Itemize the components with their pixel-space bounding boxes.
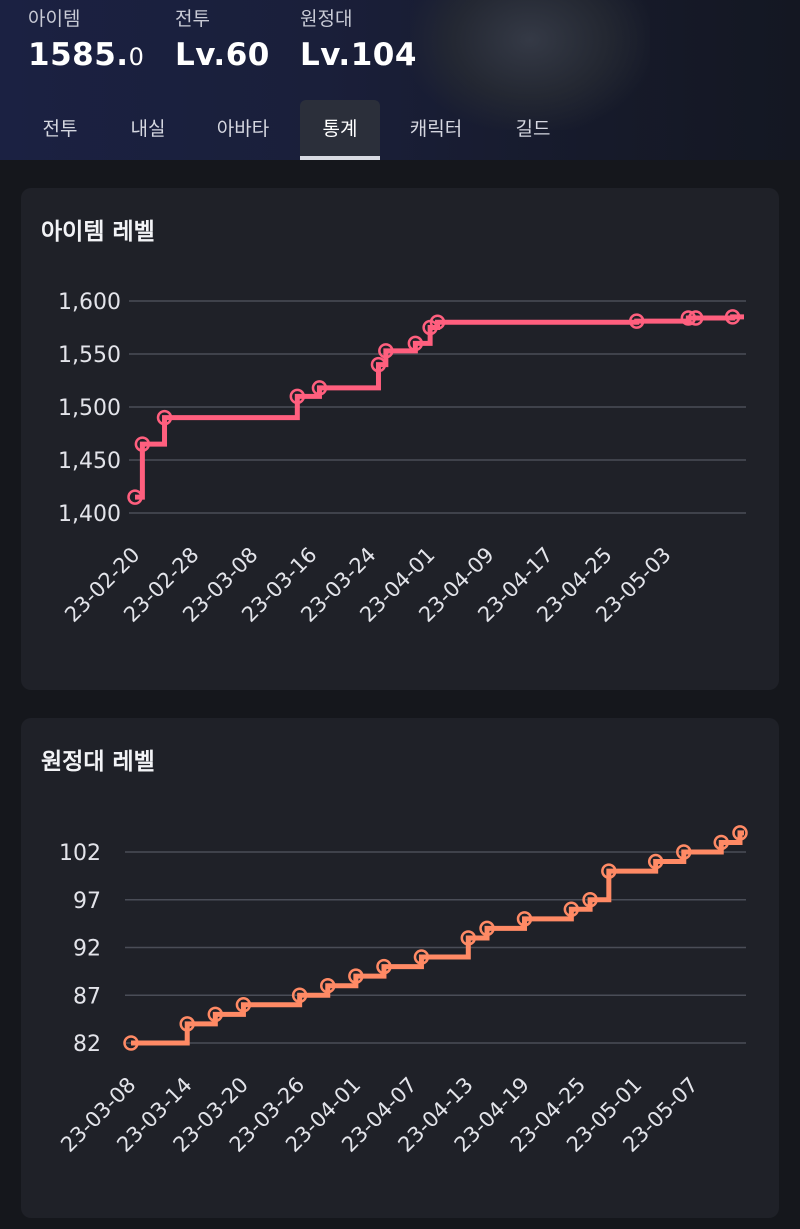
item-level-stat: 아이템 1585.0: [28, 4, 144, 73]
data-point[interactable]: [460, 930, 477, 946]
data-point[interactable]: [179, 1016, 195, 1032]
combat-level-stat: 전투 Lv.60: [175, 4, 270, 73]
data-point[interactable]: [134, 436, 151, 452]
data-point[interactable]: [311, 380, 328, 396]
y-tick-label: 102: [59, 841, 101, 866]
data-point[interactable]: [370, 356, 387, 373]
data-point[interactable]: [291, 987, 308, 1003]
data-point[interactable]: [687, 310, 704, 326]
data-point[interactable]: [376, 958, 392, 975]
data-point[interactable]: [732, 825, 748, 841]
data-point[interactable]: [582, 892, 598, 908]
y-tick-label: 1,500: [58, 396, 121, 421]
y-tick-label: 1,450: [58, 449, 121, 474]
item-level-chart-title: 아이템 레벨: [41, 219, 155, 245]
data-point[interactable]: [156, 409, 173, 426]
data-point[interactable]: [628, 313, 645, 329]
data-point[interactable]: [413, 949, 430, 965]
tab-characters[interactable]: 캐릭터: [409, 118, 463, 140]
data-point[interactable]: [378, 343, 394, 359]
data-point[interactable]: [235, 997, 252, 1013]
character-portrait: [410, 0, 650, 130]
y-tick-label: 87: [73, 984, 101, 1009]
data-point[interactable]: [320, 977, 336, 994]
y-tick-label: 92: [73, 937, 101, 962]
combat-level-label: 전투: [175, 8, 210, 30]
data-point[interactable]: [647, 853, 664, 870]
expedition-level-card: 원정대 레벨 82 87 92 97 102 23-03-08 23-03-14 23-03-…: [21, 718, 779, 1218]
data-point[interactable]: [724, 309, 741, 325]
data-point[interactable]: [289, 388, 306, 405]
data-point[interactable]: [713, 834, 730, 851]
data-point[interactable]: [348, 968, 364, 984]
data-point[interactable]: [563, 901, 580, 918]
data-point[interactable]: [479, 920, 495, 937]
y-tick-label: 1,600: [58, 290, 121, 315]
combat-level-value: Lv.60: [175, 37, 270, 73]
expedition-level-chart-title: 원정대 레벨: [41, 749, 155, 775]
y-tick-label: 1,400: [58, 502, 121, 527]
data-point[interactable]: [680, 310, 697, 326]
item-level-label: 아이템: [28, 8, 81, 30]
y-tick-label: 1,550: [58, 343, 121, 368]
y-tick-label: 97: [73, 889, 101, 914]
data-point[interactable]: [429, 314, 446, 330]
series-line: [131, 830, 744, 1046]
item-level-value: 1585.0: [28, 37, 145, 73]
data-point[interactable]: [123, 1035, 139, 1051]
profile-header: 아이템 1585.0 전투 Lv.60 원정대 Lv.104 전투 내실 아바타…: [0, 0, 800, 160]
y-tick-label: 82: [73, 1032, 101, 1057]
data-point[interactable]: [207, 1006, 224, 1023]
tab-statistics[interactable]: 통계: [300, 100, 380, 160]
tab-estate[interactable]: 내실: [130, 118, 166, 140]
tab-guild[interactable]: 길드: [515, 118, 551, 140]
expedition-level-chart: 8287929710223-03-0823-03-1423-03-2023-03…: [56, 825, 748, 1157]
expedition-level-value: Lv.104: [300, 37, 417, 73]
data-point[interactable]: [127, 489, 143, 505]
data-point[interactable]: [516, 911, 533, 927]
data-point[interactable]: [676, 844, 692, 860]
tab-avatar[interactable]: 아바타: [216, 118, 270, 140]
profile-tabs: 전투 내실 아바타 통계 캐릭터 길드: [0, 100, 800, 160]
tab-combat[interactable]: 전투: [42, 118, 78, 140]
item-level-chart: 1,4001,4501,5001,5501,60023-02-2023-02-2…: [58, 290, 746, 627]
data-point[interactable]: [601, 863, 617, 879]
expedition-level-label: 원정대: [300, 8, 353, 30]
item-level-card: 아이템 레벨 1,400 1,450 1,500 1,550 1,600 23-02-20…: [21, 188, 779, 690]
expedition-level-stat: 원정대 Lv.104: [300, 4, 417, 73]
data-point[interactable]: [407, 335, 424, 352]
